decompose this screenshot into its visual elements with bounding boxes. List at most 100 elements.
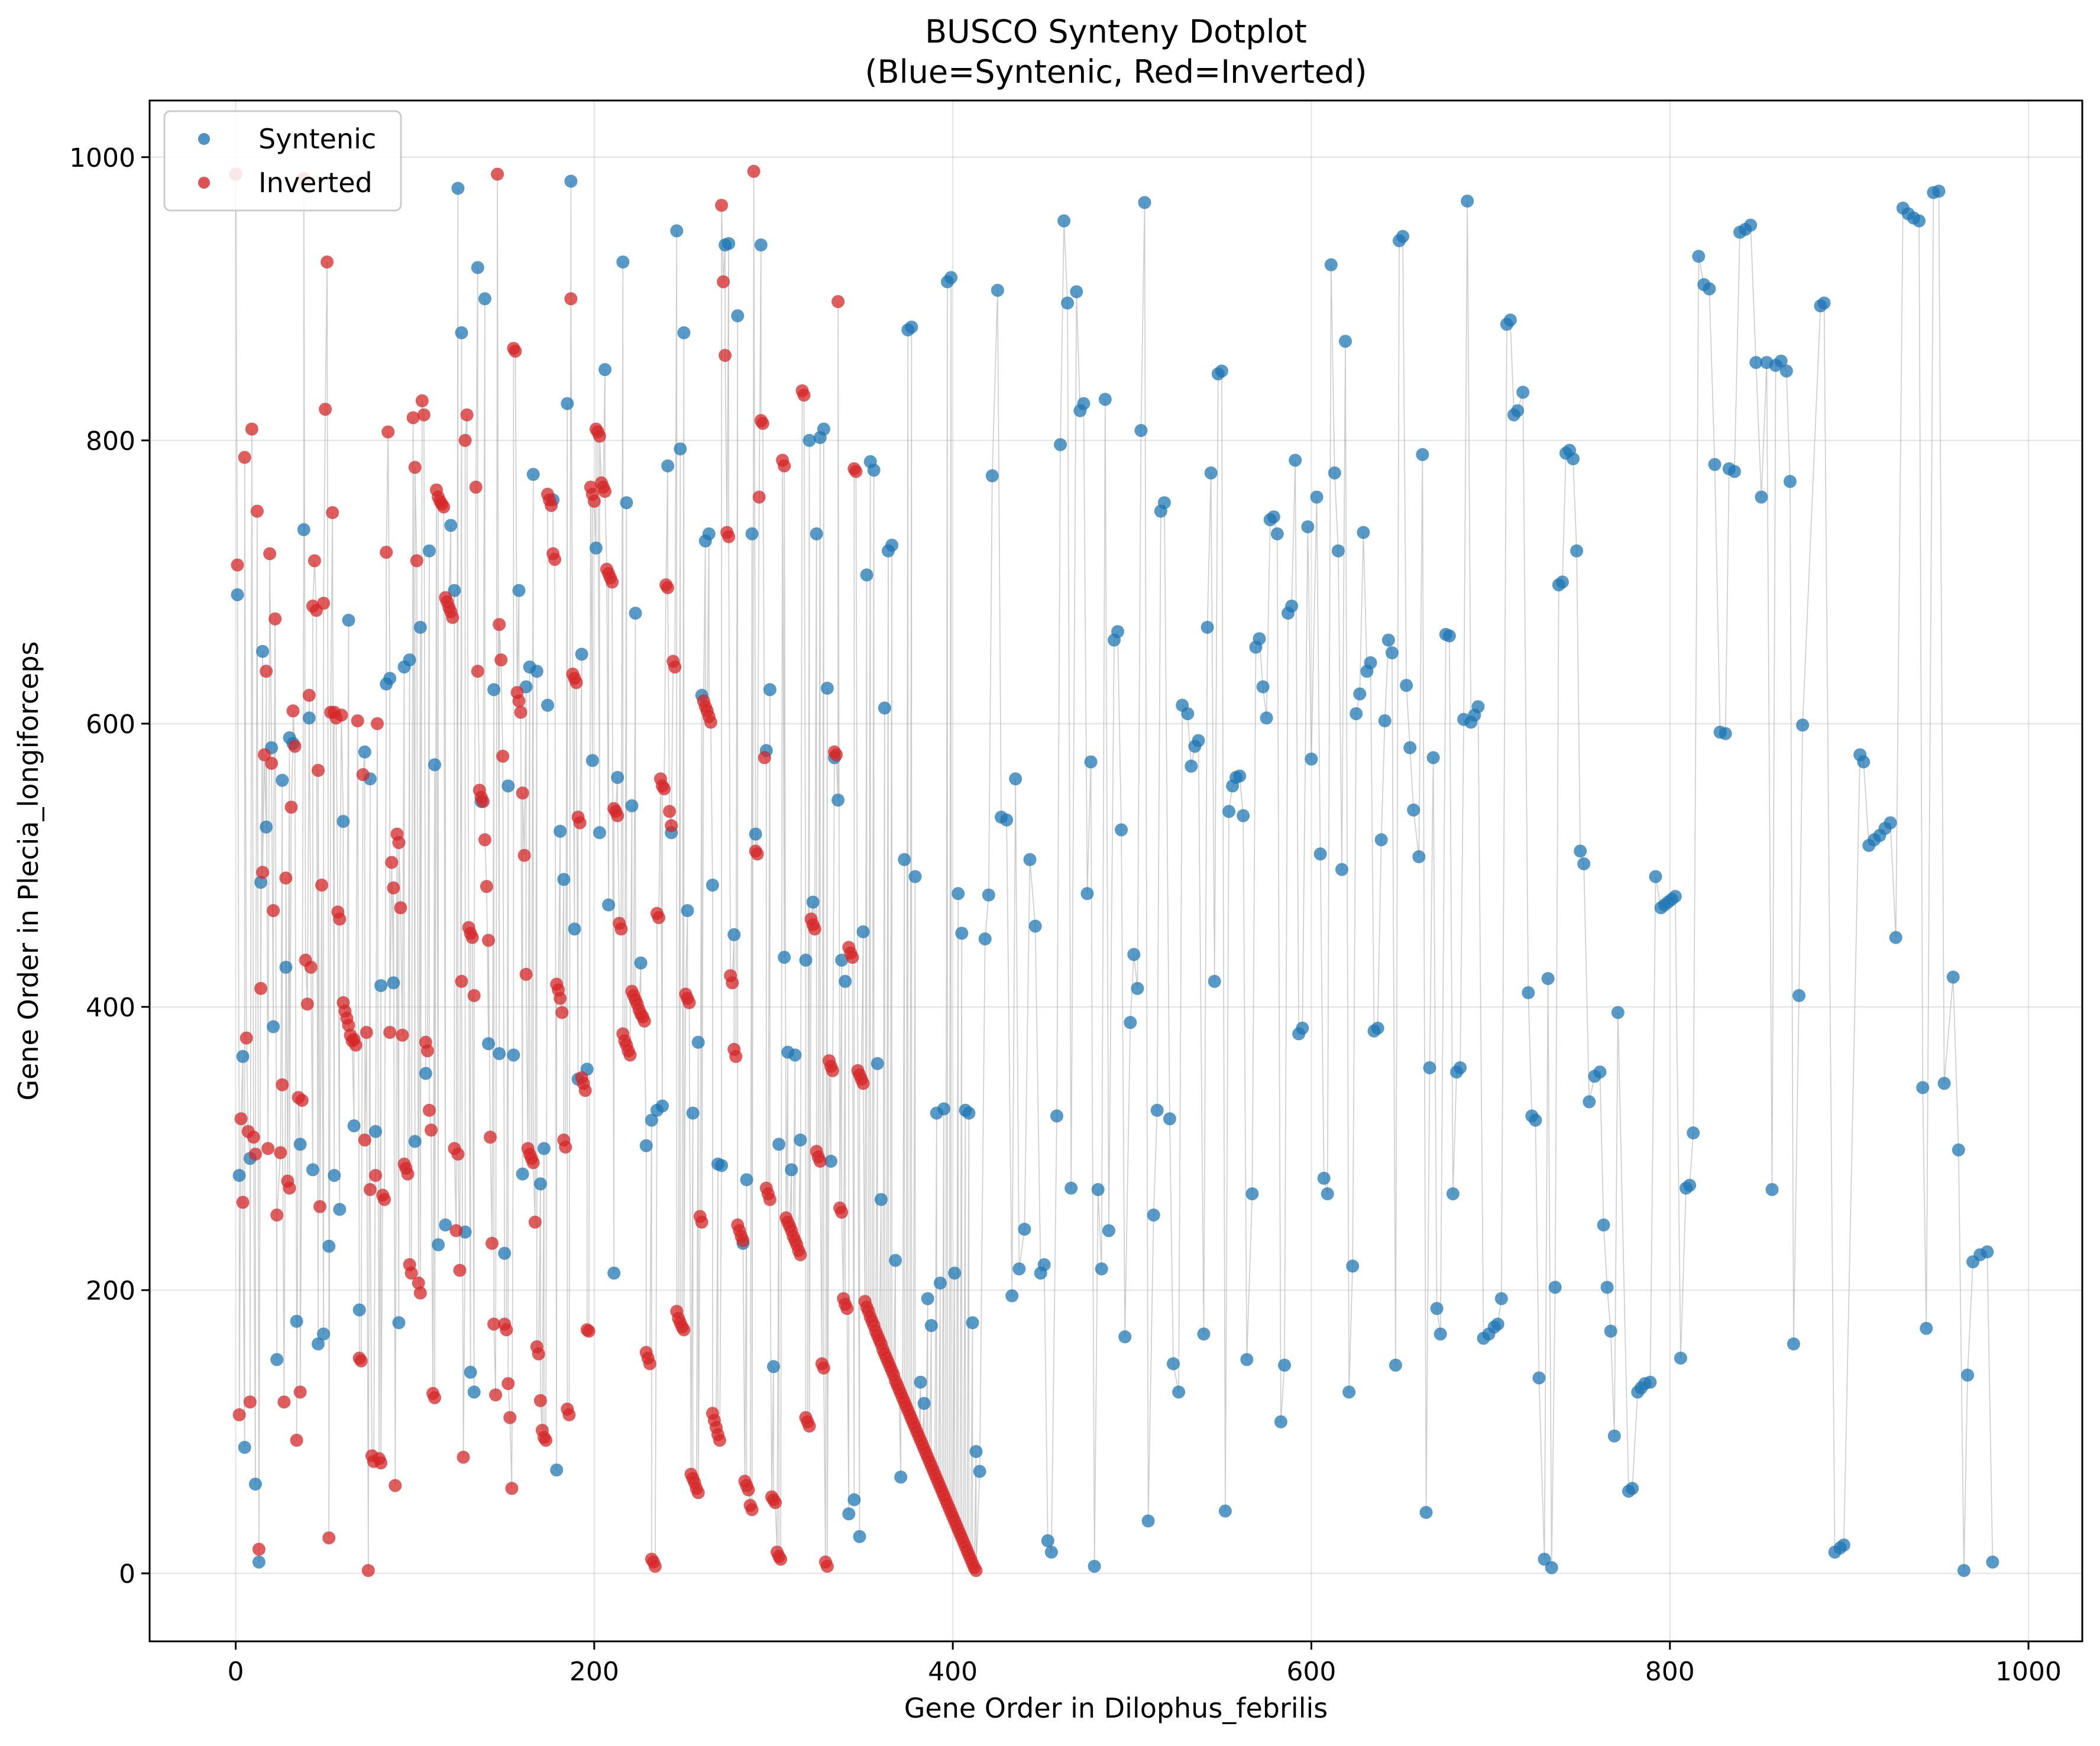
inverted-point <box>849 465 863 478</box>
inverted-point <box>335 708 348 722</box>
syntenic-point <box>252 1555 266 1569</box>
syntenic-point <box>749 827 762 841</box>
syntenic-point <box>1077 397 1091 410</box>
inverted-point <box>234 1112 248 1126</box>
inverted-point <box>247 1130 260 1144</box>
syntenic-point <box>1400 679 1413 692</box>
inverted-point <box>394 901 407 915</box>
syntenic-point <box>1674 1352 1687 1365</box>
syntenic-point <box>788 1048 802 1062</box>
syntenic-point <box>1095 1262 1108 1276</box>
inverted-point <box>532 1347 545 1360</box>
inverted-point <box>719 349 732 362</box>
inverted-point <box>545 499 558 512</box>
syntenic-point <box>969 1445 983 1458</box>
syntenic-point <box>248 1478 262 1491</box>
inverted-point <box>817 1361 830 1375</box>
y-tick-label: 600 <box>86 710 135 740</box>
syntenic-point <box>1245 1187 1259 1201</box>
syntenic-point <box>1054 438 1067 451</box>
syntenic-point <box>550 1463 564 1477</box>
syntenic-point <box>279 960 293 974</box>
inverted-point <box>293 1385 307 1399</box>
inverted-point <box>267 904 280 918</box>
syntenic-point <box>905 320 918 334</box>
inverted-point <box>856 1077 870 1090</box>
syntenic-point <box>1412 850 1426 863</box>
syntenic-point <box>820 682 834 695</box>
syntenic-point <box>557 873 571 886</box>
syntenic-point <box>1256 680 1270 694</box>
syntenic-point <box>290 1314 303 1328</box>
syntenic-point <box>1817 296 1831 310</box>
syntenic-point <box>1285 600 1299 613</box>
inverted-point <box>769 1496 782 1509</box>
syntenic-point <box>1511 404 1525 417</box>
syntenic-point <box>498 1246 512 1260</box>
y-tick-label: 800 <box>86 426 135 456</box>
syntenic-point <box>1787 1337 1800 1350</box>
inverted-point <box>512 694 526 708</box>
syntenic-point <box>745 527 759 540</box>
syntenic-point <box>1222 805 1235 818</box>
syntenic-point <box>526 468 540 481</box>
syntenic-point <box>1522 986 1535 999</box>
syntenic-point <box>1339 335 1352 348</box>
syntenic-point <box>1270 527 1284 540</box>
syntenic-point <box>985 469 999 482</box>
inverted-point <box>489 1388 503 1402</box>
syntenic-point <box>1389 1358 1402 1372</box>
syntenic-point <box>328 1169 341 1182</box>
syntenic-point <box>512 584 526 597</box>
inverted-point <box>487 1317 501 1331</box>
syntenic-point <box>589 541 603 555</box>
syntenic-point <box>507 1048 520 1062</box>
syntenic-point <box>1503 313 1517 327</box>
inverted-point <box>695 1216 708 1229</box>
syntenic-point <box>1692 250 1706 263</box>
inverted-point <box>722 530 736 543</box>
syntenic-point <box>1555 575 1569 589</box>
syntenic-point <box>419 1067 432 1080</box>
syntenic-point <box>585 754 599 767</box>
syntenic-point <box>256 644 269 658</box>
grid-lines <box>150 101 2082 1641</box>
inverted-point <box>501 1377 515 1391</box>
syntenic-point <box>408 1135 422 1148</box>
inverted-point <box>715 199 729 212</box>
syntenic-point <box>1643 1375 1657 1389</box>
inverted-point <box>451 1148 465 1161</box>
syntenic-point <box>293 1138 307 1151</box>
x-tick-label: 0 <box>228 1657 244 1687</box>
syntenic-point <box>1353 687 1367 701</box>
syntenic-point <box>706 879 719 892</box>
syntenic-point <box>1529 1113 1542 1127</box>
syntenic-point <box>1755 490 1768 504</box>
inverted-point <box>745 1503 759 1517</box>
inverted-point <box>820 1560 834 1573</box>
inverted-point <box>528 1216 542 1229</box>
syntenic-point <box>973 1465 986 1478</box>
inverted-point <box>665 819 678 832</box>
syntenic-point <box>478 292 491 306</box>
inverted-point <box>265 757 279 770</box>
syntenic-point <box>839 974 852 988</box>
syntenic-point <box>1301 520 1315 533</box>
syntenic-point <box>347 1119 361 1133</box>
syntenic-point <box>1779 364 1793 378</box>
syntenic-point <box>1201 621 1214 634</box>
syntenic-point <box>1296 1021 1309 1035</box>
syntenic-point <box>1061 296 1075 310</box>
inverted-point <box>401 1167 415 1181</box>
syntenic-point <box>598 363 611 377</box>
syntenic-point <box>1396 229 1409 243</box>
chart-subtitle: (Blue=Syntenic, Red=Inverted) <box>865 53 1367 90</box>
syntenic-point <box>620 496 633 510</box>
syntenic-point <box>785 1163 798 1177</box>
syntenic-point <box>1167 1357 1180 1371</box>
syntenic-point <box>1796 718 1810 732</box>
syntenic-point <box>1381 633 1395 647</box>
syntenic-point <box>634 956 648 970</box>
syntenic-point <box>817 422 830 436</box>
